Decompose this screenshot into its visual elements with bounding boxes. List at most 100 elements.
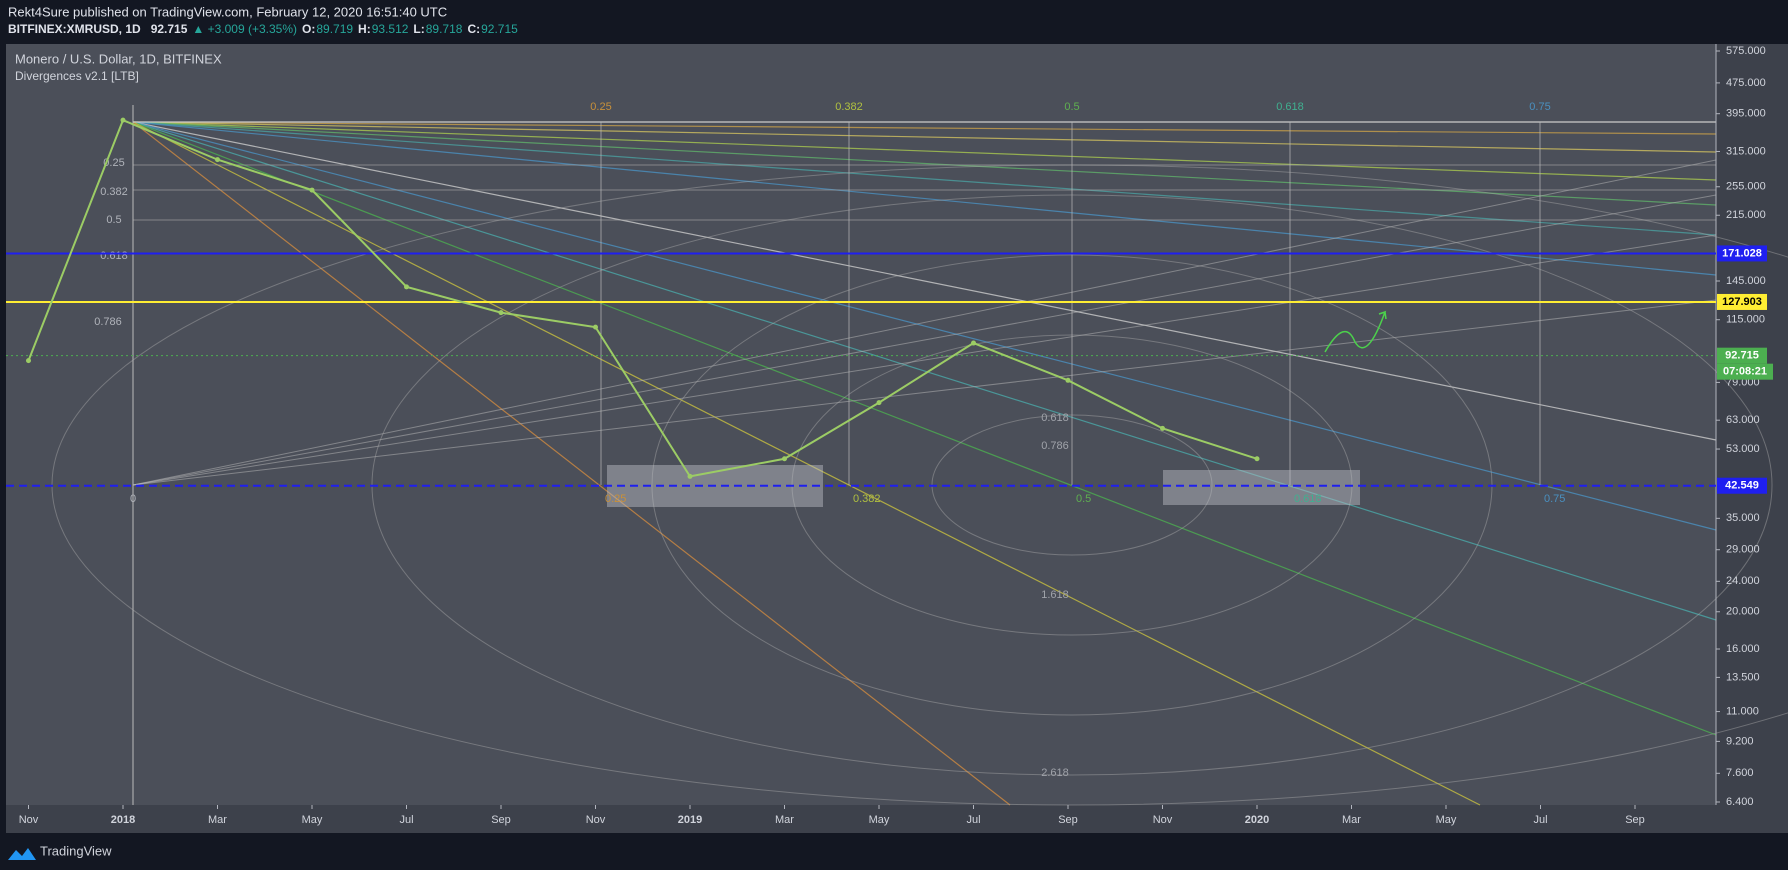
price-point: [1254, 456, 1260, 462]
fan-line: [132, 121, 1717, 236]
price-point: [687, 473, 693, 479]
footer-brand: TradingView: [40, 843, 112, 858]
y-tick-label: 395.000: [1726, 108, 1766, 120]
logo: [8, 848, 36, 860]
x-tick-label: Sep: [491, 814, 511, 826]
x-tick-label: 2018: [111, 814, 135, 826]
chart-title: Monero / U.S. Dollar, 1D, BITFINEX: [15, 51, 222, 66]
x-tick-label: 2019: [678, 814, 702, 826]
y-tick-label: 115.000: [1726, 314, 1765, 326]
price-axis: [1716, 44, 1788, 805]
x-tick-label: Nov: [1153, 814, 1173, 826]
price-point: [498, 310, 504, 316]
fan-line: [132, 121, 1717, 135]
y-tick-label: 29.000: [1726, 544, 1760, 556]
y-tick-label: 7.600: [1726, 767, 1754, 779]
fib-time-label: 0.25: [590, 101, 611, 113]
fib-time-label: 0.382: [853, 493, 881, 505]
arc-label: 0.786: [1041, 440, 1069, 452]
x-tick-label: May: [869, 814, 890, 826]
price-point: [215, 157, 220, 163]
fan-line: [132, 194, 1717, 486]
y-tick-label: 9.200: [1726, 735, 1754, 747]
ohlc-key: C:: [467, 22, 480, 36]
fib-time-label: 0.75: [1544, 493, 1565, 505]
price-point: [593, 324, 598, 330]
fan-line: [132, 121, 1717, 276]
x-tick-label: Jul: [1533, 814, 1547, 826]
x-tick-label: 2020: [1245, 814, 1269, 826]
x-tick-label: May: [302, 814, 323, 826]
x-tick-label: Mar: [208, 814, 227, 826]
fib-time-label: 0.382: [835, 101, 863, 113]
y-tick-label: 13.500: [1726, 671, 1760, 683]
y-tick-label: 11.000: [1726, 705, 1759, 717]
last-price: 92.715: [151, 22, 188, 36]
x-tick-label: Mar: [1342, 814, 1361, 826]
price-label-bg: [1717, 477, 1767, 494]
ohlc-value: 92.715: [481, 22, 518, 36]
fib-time-label: 0.75: [1529, 101, 1550, 113]
price-label: 171.028: [1722, 247, 1762, 259]
price-label: 127.903: [1722, 296, 1762, 308]
price-point: [120, 117, 126, 123]
ohlc-value: 93.512: [372, 22, 409, 36]
fib-price-label: 0.786: [94, 316, 122, 328]
y-tick-label: 24.000: [1726, 575, 1760, 587]
arc-label: 2.618: [1041, 767, 1069, 779]
fan-line: [132, 121, 1717, 181]
fib-time-label: 0.5: [1076, 493, 1091, 505]
change: ▲ +3.009 (+3.35%): [192, 22, 297, 36]
y-tick-label: 53.000: [1726, 443, 1760, 455]
fib-price-label: 0: [130, 493, 136, 505]
y-tick-label: 255.000: [1726, 181, 1766, 193]
ohlc-key: H:: [358, 22, 371, 36]
fan-line: [132, 121, 1717, 206]
y-tick-label: 16.000: [1726, 643, 1760, 655]
fan-line: [132, 121, 1717, 153]
x-tick-label: Mar: [775, 814, 794, 826]
y-tick-label: 6.400: [1726, 796, 1754, 808]
time-axis: [6, 805, 1788, 833]
x-tick-label: Jul: [966, 814, 980, 826]
fib-time-label: 0.618: [1294, 493, 1322, 505]
fib-price-label: 0.618: [100, 250, 128, 262]
price-label: 42.549: [1725, 480, 1759, 492]
plot-area: [6, 44, 1716, 805]
x-tick-label: Nov: [586, 814, 606, 826]
fan-line: [132, 121, 1011, 806]
fib-price-label: 0.382: [100, 186, 128, 198]
countdown: 07:08:21: [1723, 366, 1767, 378]
fib-price-label: 0.25: [103, 157, 124, 169]
price-label-bg: [1717, 293, 1767, 310]
price-point: [876, 400, 882, 406]
ohlc-key: O:: [302, 22, 315, 36]
ohlc-value: 89.719: [316, 22, 353, 36]
y-tick-label: 315.000: [1726, 145, 1766, 157]
fib-time-label: 0.618: [1276, 101, 1304, 113]
y-tick-label: 215.000: [1726, 209, 1766, 221]
fan-line: [132, 121, 1717, 621]
x-tick-label: Nov: [19, 814, 39, 826]
fib-time-label: 0.5: [1064, 101, 1079, 113]
price-label: 92.715: [1725, 350, 1759, 362]
countdown-bg: [1717, 363, 1773, 380]
indicator: Divergences v2.1 [LTB]: [15, 69, 139, 83]
fan-line: [132, 121, 1717, 736]
price-label-bg: [1717, 347, 1767, 364]
projection-arrow: [1324, 310, 1387, 353]
y-tick-label: 20.000: [1726, 606, 1760, 618]
arc-label: 1.618: [1041, 589, 1069, 601]
publisher: Rekt4Sure published on TradingView.com, …: [8, 4, 447, 19]
price-point: [1065, 377, 1071, 383]
price-point: [1160, 425, 1165, 431]
y-tick-label: 63.000: [1726, 414, 1760, 426]
fan-line: [132, 121, 1717, 441]
fan-line: [132, 299, 1717, 486]
fib-price-label: 0.5: [106, 214, 121, 226]
y-tick-label: 35.000: [1726, 512, 1760, 524]
price-point: [309, 187, 315, 193]
fan-line: [132, 234, 1717, 486]
x-tick-label: Sep: [1058, 814, 1078, 826]
